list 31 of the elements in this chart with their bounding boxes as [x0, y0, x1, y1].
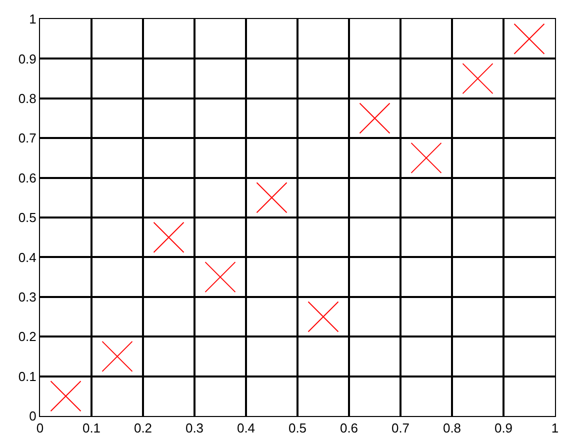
x-tick-label: 0.3	[185, 420, 204, 436]
x-tick-label: 0.7	[391, 420, 410, 436]
x-tick-label: 0.6	[340, 420, 358, 436]
y-tick-label: 0.9	[18, 51, 36, 66]
point	[308, 301, 339, 332]
x-tick-label: 0.8	[442, 420, 462, 436]
x-tick-label: 0.9	[494, 420, 513, 436]
y-tick-label: 1	[29, 12, 36, 27]
x-tick-label: 1	[551, 420, 559, 436]
x-tick-label: 0.5	[288, 420, 307, 436]
point	[153, 222, 184, 253]
point	[462, 63, 494, 94]
point	[410, 142, 442, 174]
point	[50, 380, 82, 412]
x-tick-label: 0.1	[82, 420, 101, 436]
y-tick-label: 0.1	[18, 368, 36, 384]
y-tick-label: 0.4	[18, 250, 36, 265]
y-tick-label: 0.6	[18, 170, 36, 186]
point	[204, 262, 236, 293]
y-tick-label: 0.5	[18, 210, 36, 226]
y-tick-label: 0	[29, 408, 36, 424]
point	[102, 340, 133, 372]
point	[514, 23, 545, 54]
y-tick-label: 0.2	[18, 329, 36, 344]
x-tick-label: 0.2	[134, 420, 152, 436]
point	[359, 102, 390, 134]
y-tick-label: 0.3	[18, 289, 36, 304]
x-tick-label: 0.4	[236, 420, 256, 436]
y-tick-label: 0.7	[18, 130, 36, 146]
point	[256, 182, 288, 214]
y-tick-label: 0.8	[18, 90, 36, 106]
